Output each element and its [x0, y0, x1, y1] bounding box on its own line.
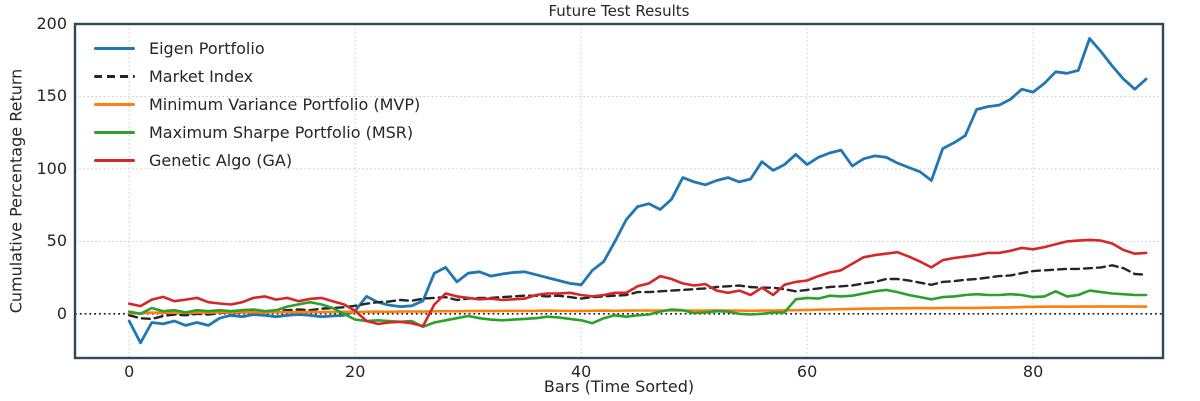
x-tick-60: 60	[796, 362, 818, 381]
y-tick-200: 200	[36, 14, 67, 33]
y-tick-50: 50	[46, 231, 67, 251]
axes-border	[73, 22, 1165, 360]
series-line-maximum-sharpe-portfolio-msr	[127, 288, 1148, 329]
y-tick-150: 150	[36, 86, 67, 106]
legend-item-eigen-portfolio: Eigen Portfolio	[94, 34, 420, 62]
series-line-market-index	[127, 264, 1148, 321]
chart-title: Future Test Results	[548, 2, 690, 20]
legend-label: Market Index	[149, 66, 254, 86]
plot-area	[75, 24, 1163, 358]
legend-label: Genetic Algo (GA)	[149, 150, 293, 170]
x-tick-40: 40	[570, 362, 592, 381]
y-tick-0: 0	[56, 303, 67, 323]
legend-line-swatch	[94, 158, 135, 162]
x-axis-label: Bars (Time Sorted)	[543, 377, 695, 396]
y-tick-100: 100	[36, 158, 67, 178]
series-line-genetic-algo-ga	[127, 238, 1148, 328]
series-line-minimum-variance-portfolio-mvp	[127, 305, 1148, 315]
x-tick-80: 80	[1022, 362, 1044, 381]
series-line-eigen-portfolio	[127, 37, 1148, 345]
legend-label: Maximum Sharpe Portfolio (MSR)	[149, 122, 414, 142]
y-axis-label: Cumulative Percentage Return	[6, 68, 26, 314]
x-tick-20: 20	[345, 362, 366, 381]
legend-item-maximum-sharpe-portfolio-msr: Maximum Sharpe Portfolio (MSR)	[94, 118, 420, 146]
legend-label: Eigen Portfolio	[149, 38, 265, 58]
legend-dashed-line-swatch	[94, 74, 135, 78]
legend-line-swatch	[94, 102, 135, 106]
legend-item-minimum-variance-portfolio-mvp: Minimum Variance Portfolio (MVP)	[94, 90, 420, 118]
legend-label: Minimum Variance Portfolio (MVP)	[149, 94, 421, 114]
legend-line-swatch	[94, 130, 135, 134]
legend-item-genetic-algo-ga: Genetic Algo (GA)	[94, 146, 420, 174]
legend-item-market-index: Market Index	[94, 62, 420, 90]
legend: Eigen Portfolio Market Index Minimum Varia…	[94, 34, 420, 174]
x-tick-0: 0	[124, 362, 135, 381]
legend-line-swatch	[94, 46, 135, 50]
